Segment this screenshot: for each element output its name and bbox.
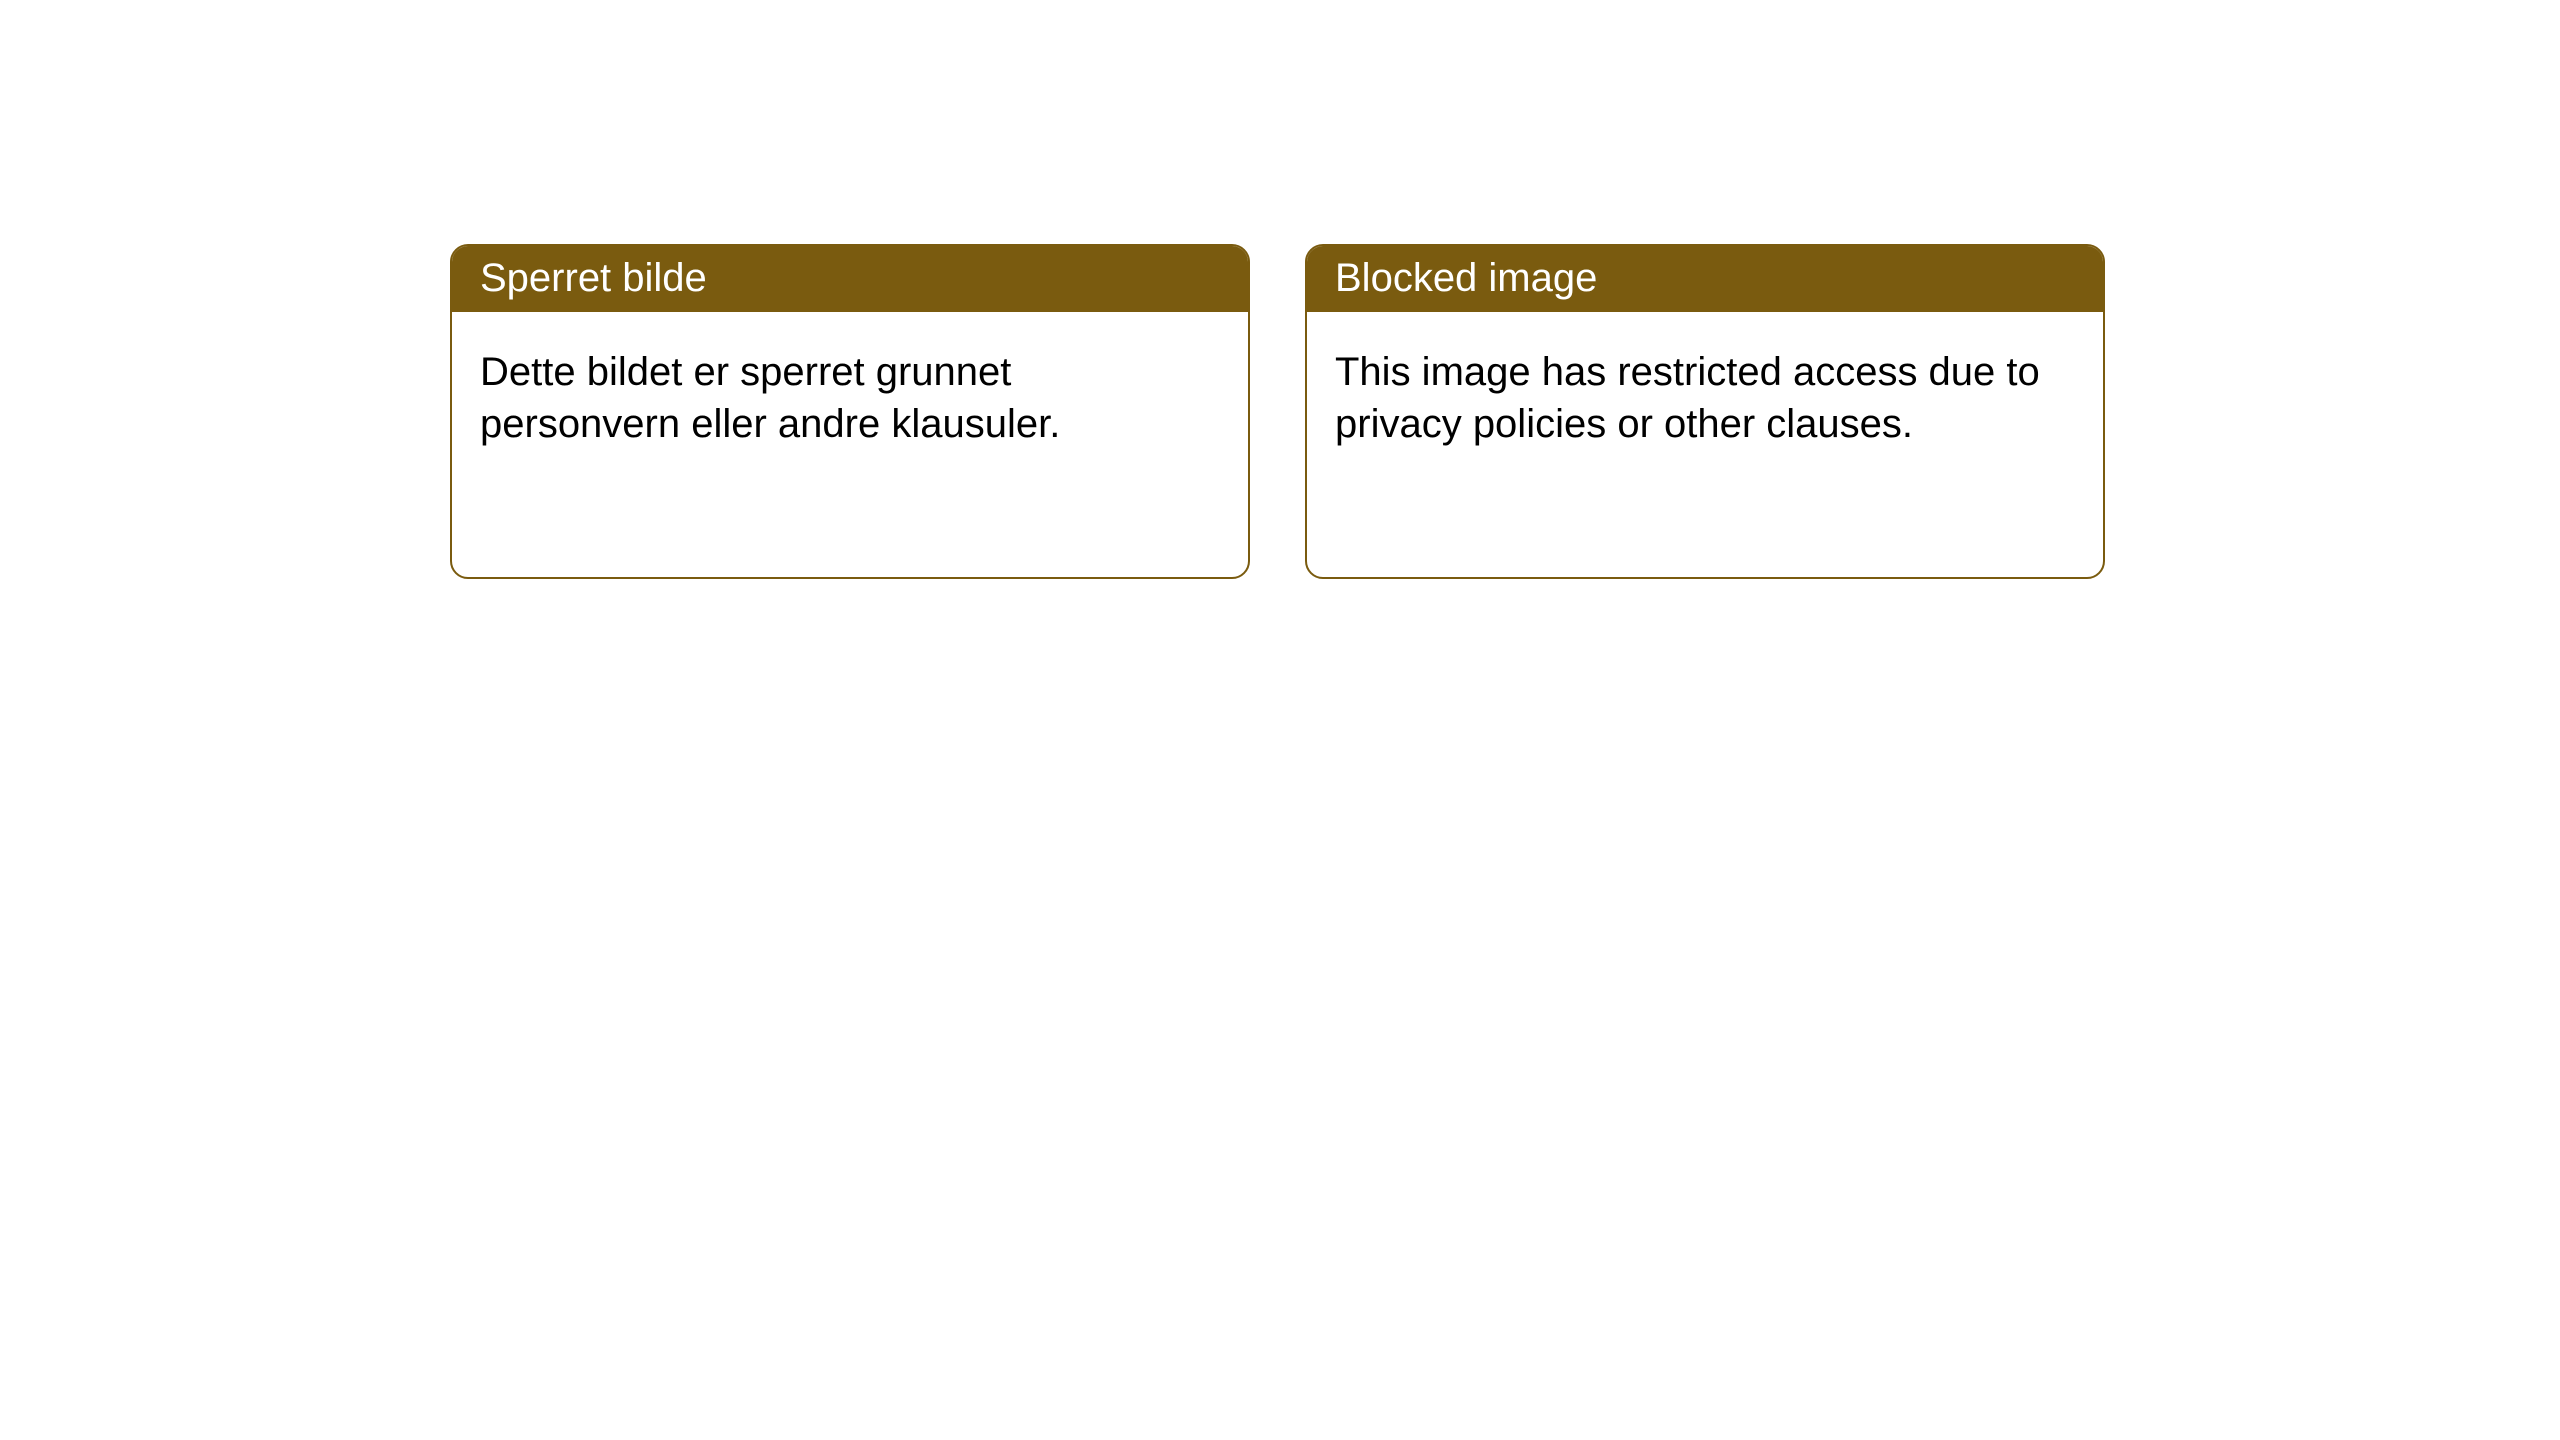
notice-card-title: Sperret bilde [452, 246, 1248, 312]
notice-card-english: Blocked image This image has restricted … [1305, 244, 2105, 579]
notice-card-title: Blocked image [1307, 246, 2103, 312]
notice-container: Sperret bilde Dette bildet er sperret gr… [450, 244, 2105, 579]
notice-card-body: Dette bildet er sperret grunnet personve… [452, 312, 1248, 478]
notice-card-norwegian: Sperret bilde Dette bildet er sperret gr… [450, 244, 1250, 579]
notice-card-body: This image has restricted access due to … [1307, 312, 2103, 478]
